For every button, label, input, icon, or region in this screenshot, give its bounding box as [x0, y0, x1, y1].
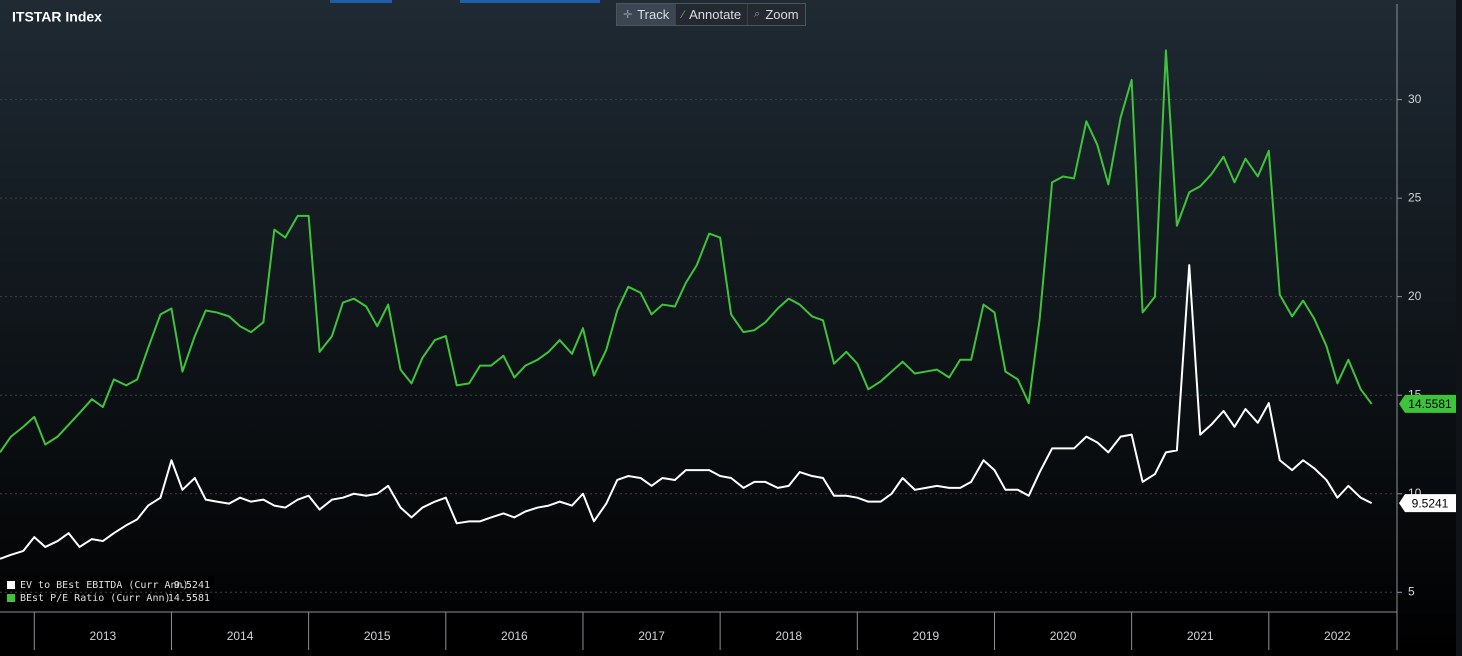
y-tick-label: 20 [1408, 289, 1422, 303]
top-tab [460, 0, 600, 3]
legend-value: 14.5581 [168, 593, 210, 604]
button-label: Track [637, 7, 670, 22]
legend-box [2, 576, 214, 608]
last-value-tag [1399, 494, 1456, 513]
toolbar-button[interactable]: ✛ Track [617, 4, 677, 25]
x-tick-label: 2019 [913, 629, 940, 643]
x-tick-label: 2020 [1050, 629, 1077, 643]
x-tick-label: 2016 [501, 629, 528, 643]
x-tick-label: 2021 [1187, 629, 1214, 643]
x-tick-label: 2015 [364, 629, 391, 643]
button-icon: ✛ [623, 9, 633, 21]
legend-label: BEst P/E Ratio (Curr Ann) [20, 593, 171, 604]
toolbar-button[interactable]: ⌕ Zoom [748, 4, 804, 25]
top-tab [330, 0, 392, 3]
chart-title: ITSTAR Index [12, 9, 102, 25]
legend-swatch [7, 581, 15, 589]
x-tick-label: 2014 [227, 629, 254, 643]
legend-swatch [7, 594, 15, 602]
button-label: Zoom [765, 7, 799, 22]
button-label: Annotate [689, 7, 742, 22]
button-icon: ⌕ [754, 8, 761, 20]
toolbar-button[interactable]: ∕ Annotate [676, 4, 749, 25]
button-icon: ∕ [682, 8, 685, 21]
y-tick-label: 25 [1408, 190, 1422, 204]
legend-label: EV to BEst EBITDA (Curr Ann) [20, 580, 189, 591]
x-axis-band [0, 612, 1397, 656]
series-line [0, 49, 1373, 453]
y-tick-label: 30 [1408, 92, 1422, 106]
legend-value: 9.5241 [174, 580, 210, 591]
x-tick-label: 2022 [1324, 629, 1351, 643]
x-tick-label: 2013 [90, 629, 117, 643]
last-value-label: 14.5581 [1408, 397, 1452, 411]
last-value-tag [1399, 394, 1456, 413]
toolbar: ✛ Track ∕ Annotate ⌕ Zoom [616, 3, 806, 26]
x-tick-label: 2018 [775, 629, 802, 643]
y-tick-label: 5 [1408, 584, 1415, 598]
series-line [0, 264, 1373, 560]
right-strip [1456, 0, 1462, 656]
last-value-label: 9.5241 [1412, 496, 1449, 510]
x-tick-label: 2017 [638, 629, 665, 643]
